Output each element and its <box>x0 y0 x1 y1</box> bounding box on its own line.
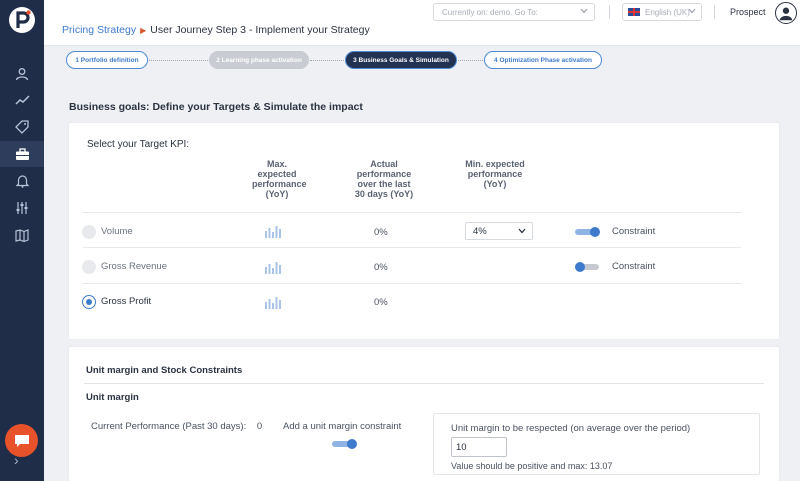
breadcrumb-link[interactable]: Pricing Strategy <box>62 24 137 36</box>
bar-chart-icon <box>265 297 281 309</box>
radio-gross-revenue[interactable] <box>82 260 96 274</box>
section-title: Business goals: Define your Targets & Si… <box>69 101 363 113</box>
expand-sidebar-icon[interactable]: › <box>14 452 19 468</box>
unit-margin-box: Unit margin to be respected (on average … <box>433 413 760 475</box>
kpi-card: Select your Target KPI: Max. expected pe… <box>69 123 779 339</box>
step-connector <box>149 60 208 61</box>
step-optimization-phase[interactable]: 4 Optimization Phase activation <box>484 51 602 69</box>
account-select-value: Currently on: demo. Go To: <box>442 8 538 17</box>
unit-margin-card: Unit margin and Stock Constraints Unit m… <box>69 347 779 481</box>
row-label-gross-profit: Gross Profit <box>101 296 152 307</box>
unit-margin-subtitle: Unit margin <box>86 392 139 403</box>
step-portfolio-definition[interactable]: 1 Portfolio definition <box>66 51 148 69</box>
language-value: English (UK) <box>645 8 690 17</box>
account-select[interactable]: Currently on: demo. Go To: <box>433 3 595 21</box>
constraint-label: Constraint <box>612 261 656 272</box>
map-icon[interactable] <box>12 225 32 245</box>
current-performance-label: Current Performance (Past 30 days): <box>91 421 247 432</box>
chat-button[interactable] <box>5 424 38 457</box>
current-performance: Current Performance (Past 30 days): 0 <box>91 421 262 432</box>
step-connector <box>310 60 344 61</box>
add-constraint-label: Add a unit margin constraint <box>283 421 402 432</box>
brand-logo[interactable] <box>8 6 36 34</box>
bell-icon[interactable] <box>12 171 32 191</box>
trend-icon[interactable] <box>12 90 32 110</box>
unit-margin-input[interactable] <box>451 437 507 457</box>
avatar[interactable] <box>775 2 797 24</box>
breadcrumb-arrow-icon: ▶ <box>140 26 147 35</box>
constraint-label: Constraint <box>612 226 656 237</box>
bar-chart-icon <box>265 262 281 274</box>
sidebar: › <box>0 0 44 481</box>
constraint-toggle-gross-revenue[interactable] <box>575 262 601 272</box>
constraint-toggle-volume[interactable] <box>575 227 601 237</box>
breadcrumb: Pricing Strategy ▶ User Journey Step 3 - I… <box>62 24 370 36</box>
row-divider <box>83 247 741 248</box>
row-divider <box>83 283 741 284</box>
divider <box>714 5 715 19</box>
tag-icon[interactable] <box>12 117 32 137</box>
unit-margin-section-title: Unit margin and Stock Constraints <box>86 365 243 376</box>
briefcase-icon[interactable] <box>0 141 44 167</box>
kpi-select-label: Select your Target KPI: <box>87 139 190 150</box>
row-label-gross-revenue: Gross Revenue <box>101 261 168 272</box>
radio-volume[interactable] <box>82 225 96 239</box>
step-business-goals[interactable]: 3 Business Goals & Simulation <box>345 51 457 69</box>
breadcrumb-current: User Journey Step 3 - Implement your Str… <box>150 24 370 36</box>
column-header-min: Min. expected performance (YoY) <box>465 159 525 189</box>
sliders-icon[interactable] <box>12 198 32 218</box>
column-header-actual: Actual performance over the last 30 days… <box>354 159 414 199</box>
chevron-down-icon <box>688 8 696 14</box>
section-divider <box>84 383 764 384</box>
actual-volume: 0% <box>374 227 388 238</box>
top-bar: Pricing Strategy ▶ User Journey Step 3 - I… <box>44 0 800 46</box>
step-connector <box>458 60 483 61</box>
actual-gross-revenue: 0% <box>374 262 388 273</box>
uk-flag-icon <box>628 8 640 16</box>
unit-margin-toggle[interactable] <box>332 439 358 449</box>
radio-gross-profit[interactable] <box>82 295 96 309</box>
actual-gross-profit: 0% <box>374 297 388 308</box>
unit-margin-hint: Value should be positive and max: 13.07 <box>451 461 613 471</box>
row-divider <box>83 212 741 213</box>
user-icon[interactable] <box>12 64 32 84</box>
column-header-max: Max. expected performance (YoY) <box>252 159 307 199</box>
current-performance-value: 0 <box>256 421 263 432</box>
min-performance-select[interactable]: 4% <box>465 222 533 240</box>
step-learning-phase: 2 Learning phase activation <box>209 51 309 69</box>
language-select[interactable]: English (UK) <box>622 3 702 21</box>
chat-icon <box>14 434 29 447</box>
bar-chart-icon <box>265 226 281 238</box>
row-label-volume: Volume <box>101 226 133 237</box>
user-name[interactable]: Prospect <box>730 7 766 17</box>
divider <box>609 5 610 19</box>
chevron-down-icon <box>518 228 526 234</box>
unit-margin-respect-label: Unit margin to be respected (on average … <box>451 423 691 434</box>
min-performance-value: 4% <box>473 226 487 237</box>
chevron-down-icon <box>580 8 588 14</box>
